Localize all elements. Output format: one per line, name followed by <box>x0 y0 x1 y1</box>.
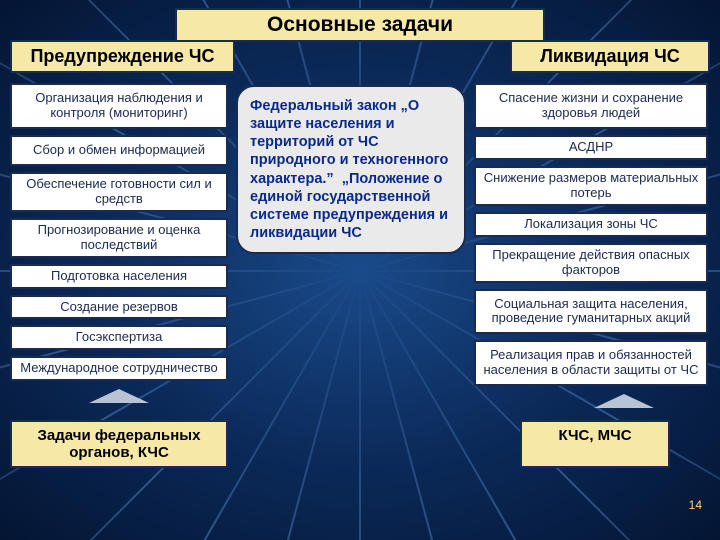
right-box: Реализация прав и обязанностей населения… <box>474 340 708 386</box>
right-box: Прекращение действия опасных факторов <box>474 243 708 283</box>
center-column: Федеральный закон „О защите населения и … <box>236 83 466 406</box>
column-headers: Предупреждение ЧС Ликвидация ЧС <box>10 40 710 73</box>
left-box: Сбор и обмен информацией <box>10 135 228 166</box>
footer-right: КЧС, МЧС <box>520 420 670 468</box>
slide-number: 14 <box>689 498 702 512</box>
left-box: Госэкспертиза <box>10 325 228 350</box>
left-box: Прогнозирование и оценка последствий <box>10 218 228 258</box>
left-box: Подготовка населения <box>10 264 228 289</box>
right-column: Спасение жизни и сохранение здоровья люд… <box>474 83 708 406</box>
right-box: Снижение размеров материальных потерь <box>474 166 708 206</box>
footer-row: Задачи федеральных органов, КЧС КЧС, МЧС <box>10 420 710 468</box>
header-prevention: Предупреждение ЧС <box>10 40 235 73</box>
right-box: Социальная защита населения, проведение … <box>474 289 708 335</box>
center-law-box: Федеральный закон „О защите населения и … <box>236 85 466 254</box>
right-box: Локализация зоны ЧС <box>474 212 708 237</box>
main-title: Основные задачи <box>175 8 545 42</box>
right-box: Спасение жизни и сохранение здоровья люд… <box>474 83 708 129</box>
header-liquidation: Ликвидация ЧС <box>510 40 710 73</box>
arrow-up-left <box>89 389 149 403</box>
arrow-up-right <box>594 394 654 408</box>
right-box: АСДНР <box>474 135 708 160</box>
left-box: Обеспечение готовности сил и средств <box>10 172 228 212</box>
left-box: Международное сотрудничество <box>10 356 228 381</box>
slide-content: Основные задачи Предупреждение ЧС Ликвид… <box>0 0 720 468</box>
columns-wrap: Организация наблюдения и контроля (монит… <box>10 83 710 406</box>
left-box: Создание резервов <box>10 295 228 320</box>
left-box: Организация наблюдения и контроля (монит… <box>10 83 228 129</box>
footer-left: Задачи федеральных органов, КЧС <box>10 420 228 468</box>
left-column: Организация наблюдения и контроля (монит… <box>10 83 228 406</box>
